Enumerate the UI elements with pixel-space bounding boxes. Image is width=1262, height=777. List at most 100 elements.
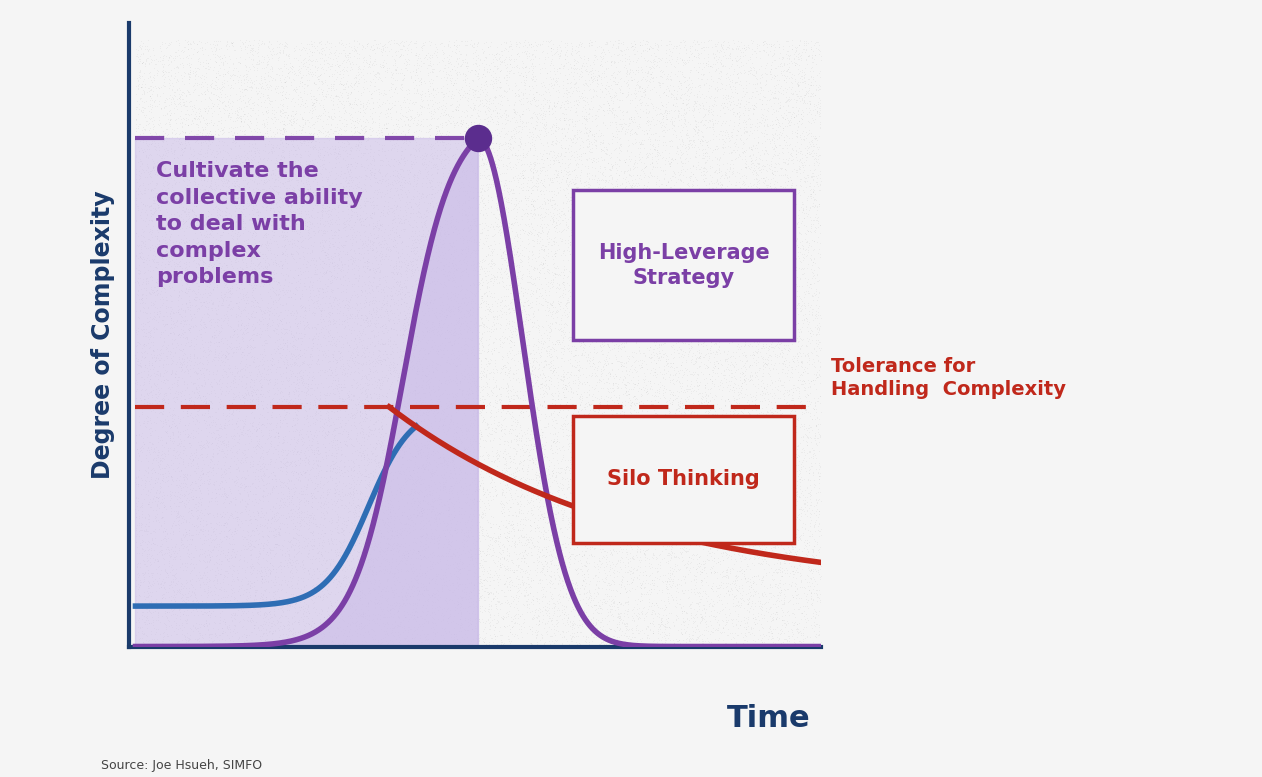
Point (355, 413, 375, 425)
Point (293, 356, 313, 368)
Point (478, 503, 498, 515)
Point (549, 605, 569, 617)
Point (350, 60, 370, 72)
Point (153, 405, 173, 417)
Point (447, 133, 467, 145)
Point (553, 472, 573, 485)
Point (201, 86, 221, 99)
Point (202, 261, 222, 274)
Point (583, 333, 603, 345)
Point (640, 75, 660, 88)
Point (716, 136, 736, 148)
Point (179, 601, 199, 613)
Point (764, 622, 784, 635)
Point (599, 538, 620, 551)
Point (779, 544, 799, 556)
Point (444, 497, 464, 510)
Point (389, 255, 409, 267)
Point (215, 420, 235, 433)
Point (304, 66, 324, 78)
Point (145, 379, 165, 392)
Point (708, 307, 728, 319)
Point (461, 363, 481, 375)
Point (380, 103, 400, 115)
Point (737, 558, 757, 570)
Point (136, 611, 156, 624)
Point (170, 105, 191, 117)
Point (419, 231, 439, 243)
Point (220, 341, 240, 354)
Point (241, 350, 261, 363)
Point (718, 551, 738, 563)
Point (641, 169, 661, 181)
Point (310, 490, 331, 502)
Point (544, 148, 564, 161)
Point (589, 220, 610, 232)
Point (329, 639, 350, 651)
Point (312, 354, 332, 366)
Point (188, 528, 208, 541)
Point (674, 113, 694, 125)
Point (714, 221, 734, 233)
Point (468, 632, 488, 644)
Point (207, 428, 227, 441)
Point (637, 274, 658, 286)
Point (451, 358, 471, 371)
Point (316, 492, 336, 504)
Point (319, 486, 339, 499)
Point (179, 350, 199, 362)
Point (610, 598, 630, 610)
Point (627, 455, 647, 467)
Point (419, 485, 439, 497)
Point (372, 495, 392, 507)
Point (419, 205, 439, 218)
Point (237, 291, 257, 303)
Point (233, 420, 254, 433)
Point (146, 504, 167, 517)
Point (625, 425, 645, 437)
Point (736, 349, 756, 361)
Point (736, 633, 756, 646)
Point (367, 128, 387, 141)
Point (661, 220, 681, 232)
Point (694, 118, 714, 131)
Point (583, 512, 603, 524)
Point (475, 460, 495, 472)
Point (225, 524, 245, 537)
Point (235, 145, 255, 158)
Point (557, 459, 577, 472)
Point (422, 611, 442, 623)
Point (694, 336, 714, 348)
Point (143, 454, 163, 466)
Point (343, 316, 363, 329)
Point (175, 470, 196, 483)
Point (579, 357, 599, 369)
Point (688, 322, 708, 334)
Point (613, 370, 634, 382)
Point (424, 91, 444, 103)
Point (666, 465, 687, 478)
Point (757, 102, 777, 114)
Point (746, 282, 766, 294)
Point (260, 594, 280, 606)
Point (333, 525, 353, 538)
Point (173, 234, 193, 246)
Point (398, 113, 418, 125)
Point (623, 567, 644, 580)
Point (626, 522, 646, 535)
Point (593, 308, 613, 320)
Point (308, 297, 328, 309)
Point (270, 291, 290, 303)
Point (732, 402, 752, 414)
Point (565, 326, 586, 338)
Point (319, 355, 339, 368)
Point (140, 106, 160, 118)
Point (196, 71, 216, 84)
Point (405, 216, 425, 228)
Point (260, 546, 280, 559)
Point (328, 385, 348, 397)
Point (787, 335, 808, 347)
Point (136, 611, 156, 624)
Point (240, 580, 260, 592)
Point (204, 240, 225, 253)
